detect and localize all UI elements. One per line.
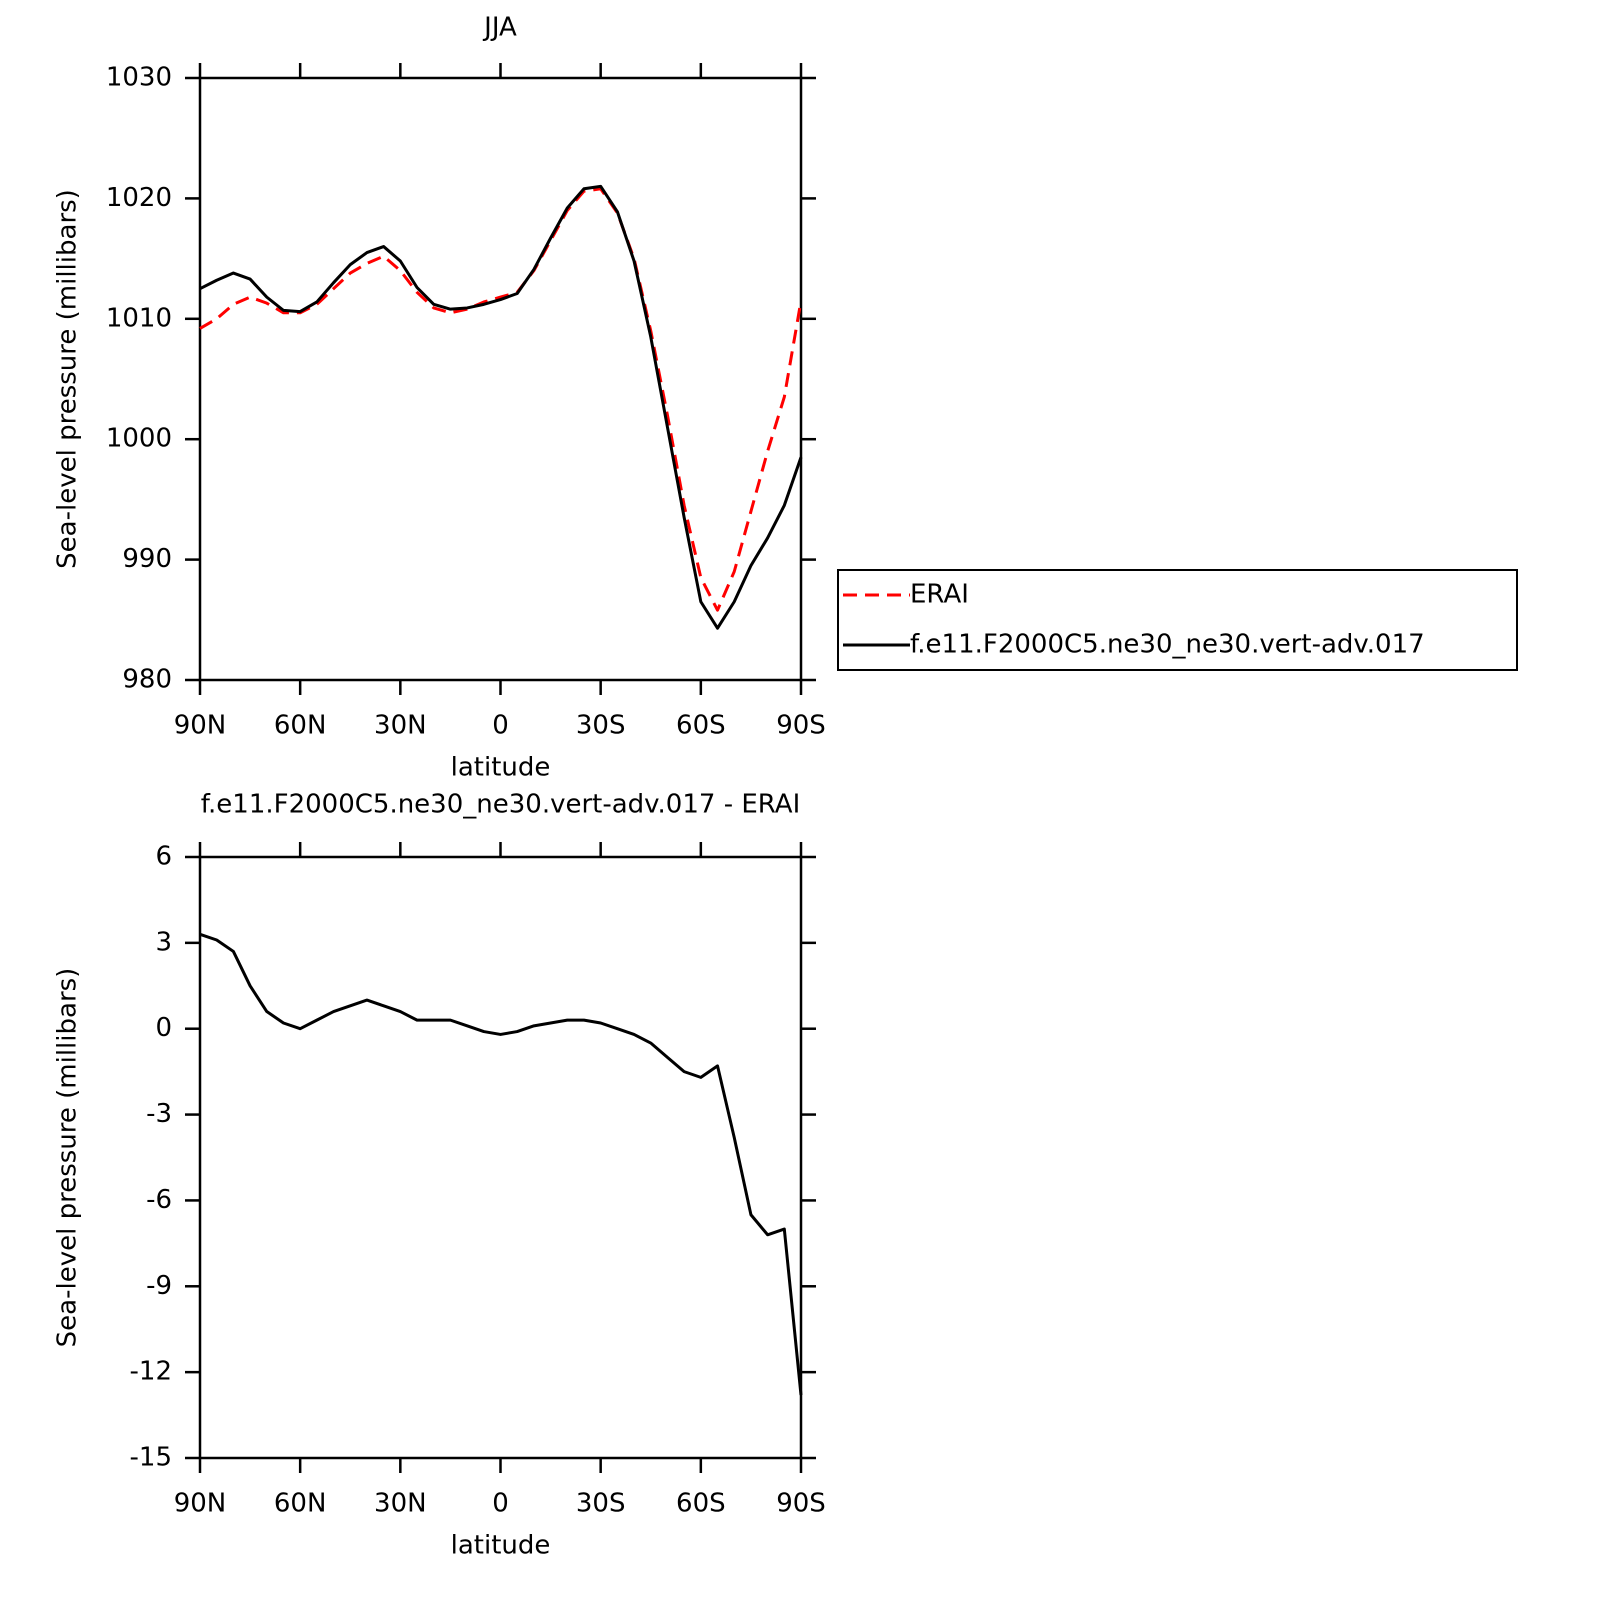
y-tick-label: -3 (146, 1099, 172, 1129)
legend-label: f.e11.F2000C5.ne30_ne30.vert-adv.017 (910, 630, 1425, 660)
x-tick-label: 30S (576, 1489, 626, 1519)
data-line (199, 932, 803, 1396)
y-tick-label: -15 (130, 1443, 172, 1473)
y-tick-label: -9 (146, 1271, 172, 1301)
y-axis-title: Sea-level pressure (millibars) (53, 189, 83, 569)
y-tick-label: 0 (155, 1013, 172, 1043)
y-tick-label: 990 (122, 544, 172, 574)
x-tick-label: 60S (676, 1489, 726, 1519)
x-tick-label: 60S (676, 711, 726, 741)
x-axis-title: latitude (451, 753, 551, 783)
x-tick-label: 90N (174, 1489, 227, 1519)
plot-frame (198, 855, 803, 1460)
chart-title: f.e11.F2000C5.ne30_ne30.vert-adv.017 - E… (201, 790, 801, 820)
x-tick-label: 30S (576, 711, 626, 741)
legend-box (837, 569, 1518, 671)
x-tick-label: 60N (274, 711, 327, 741)
data-line (199, 184, 803, 630)
plot-frame (198, 76, 803, 682)
x-axis-title: latitude (451, 1531, 551, 1561)
x-tick-label: 0 (492, 711, 509, 741)
x-tick-label: 90S (776, 711, 826, 741)
x-tick-label: 60N (274, 1489, 327, 1519)
x-tick-label: 30N (374, 1489, 427, 1519)
y-tick-label: 1010 (106, 303, 172, 333)
data-line (199, 187, 803, 612)
y-axis-title: Sea-level pressure (millibars) (53, 968, 83, 1348)
y-tick-label: 980 (122, 665, 172, 695)
y-tick-label: 1030 (106, 63, 172, 93)
x-tick-label: 30N (374, 711, 427, 741)
y-tick-label: 3 (155, 927, 172, 957)
y-tick-label: -6 (146, 1185, 172, 1215)
chart-title: JJA (482, 13, 517, 43)
y-tick-label: 1020 (106, 183, 172, 213)
x-tick-label: 90S (776, 1489, 826, 1519)
legend-label: ERAI (910, 580, 969, 610)
y-tick-label: 6 (155, 842, 172, 872)
x-tick-label: 0 (492, 1489, 509, 1519)
x-tick-label: 90N (174, 711, 227, 741)
y-tick-label: -12 (130, 1357, 172, 1387)
y-tick-label: 1000 (106, 424, 172, 454)
